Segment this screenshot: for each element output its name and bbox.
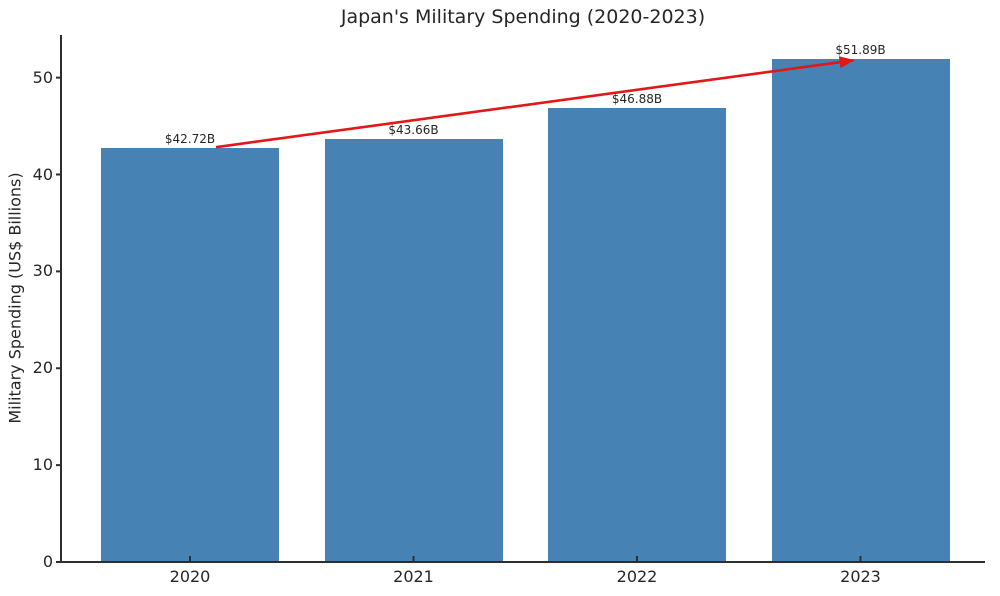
bar-2020: [101, 148, 279, 562]
y-axis-label: Military Spending (US$ Billions): [5, 172, 25, 424]
bar-value-label: $43.66B: [388, 123, 439, 138]
y-tick-label: 30: [32, 261, 53, 281]
x-tick-label: 2023: [840, 567, 881, 586]
trend-arrow: [215, 56, 855, 149]
y-tick-label: 50: [32, 67, 53, 87]
y-tick-label: 10: [32, 455, 53, 475]
bar-2021: [324, 139, 503, 562]
x-tick-label: 2021: [393, 567, 434, 586]
bar-value-label: $42.72B: [164, 132, 216, 147]
y-tick-label: 20: [32, 358, 53, 378]
y-tick-label: 40: [32, 164, 53, 184]
bar-value-label: $51.89B: [835, 43, 886, 58]
y-tick-label: 0: [42, 552, 53, 571]
x-tick-label: 2022: [616, 567, 658, 586]
bar-2023: [771, 59, 950, 562]
bar-value-label: $46.88B: [611, 91, 663, 106]
x-tick-label: 2020: [169, 567, 211, 586]
bar-2022: [548, 107, 726, 562]
chart-title: Japan's Military Spending (2020-2023): [340, 6, 706, 28]
